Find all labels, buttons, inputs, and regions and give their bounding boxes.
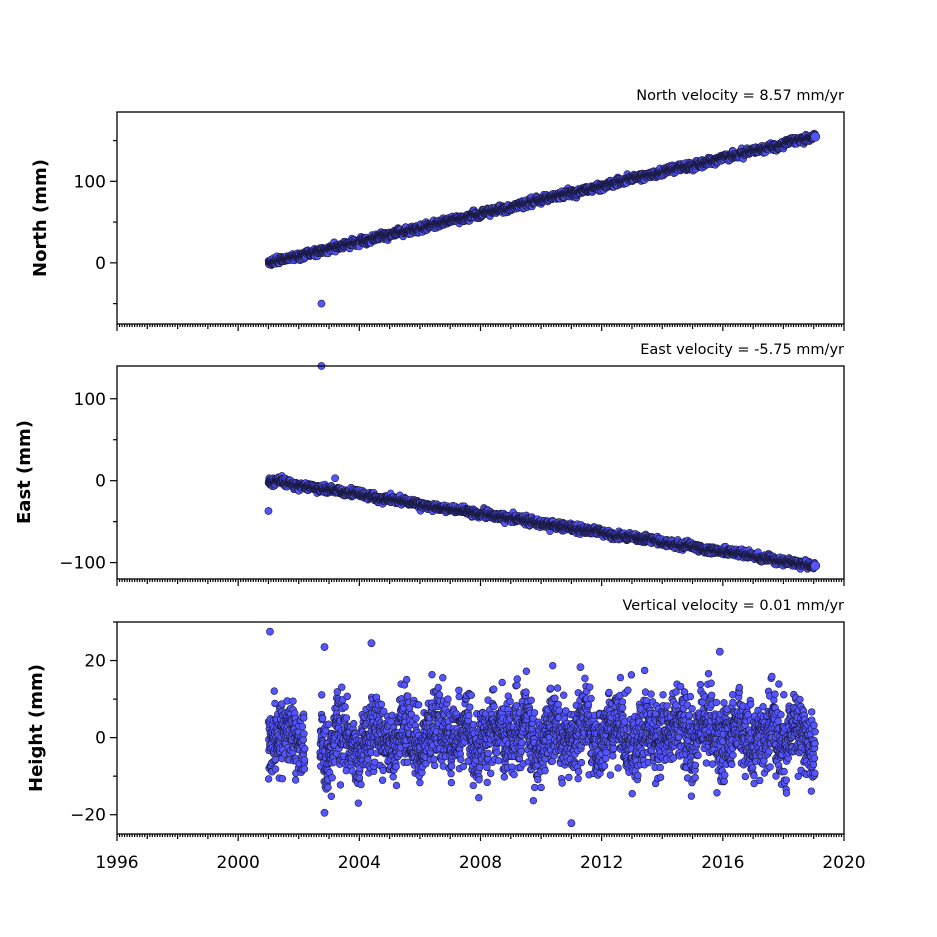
east-y-tick-label: 100 <box>74 390 106 410</box>
east-y-tick-label: −100 <box>59 554 106 574</box>
north-y-axis-label: North (mm) <box>30 159 51 277</box>
east-x-ticks <box>116 579 845 586</box>
east-y-axis-label: East (mm) <box>14 420 35 524</box>
east-panel: East velocity = -5.75 mm/yr East (mm) −1… <box>14 342 845 586</box>
north-end-point <box>810 131 821 142</box>
north-y-tick-label: 0 <box>95 254 106 274</box>
north-points <box>264 129 821 308</box>
east-panel-title: East velocity = -5.75 mm/yr <box>640 342 844 358</box>
north-y-tick-label: 100 <box>74 172 106 192</box>
north-y-ticks: 0 100 <box>74 139 117 305</box>
north-x-ticks <box>116 324 845 331</box>
east-y-tick-label: 0 <box>95 472 106 492</box>
east-y-ticks: −100 0 100 <box>59 390 117 574</box>
north-panel: North velocity = 8.57 mm/yr North (mm) 0… <box>30 88 845 331</box>
north-outlier-point <box>317 299 326 308</box>
north-panel-title: North velocity = 8.57 mm/yr <box>636 88 844 104</box>
east-points <box>264 362 821 573</box>
